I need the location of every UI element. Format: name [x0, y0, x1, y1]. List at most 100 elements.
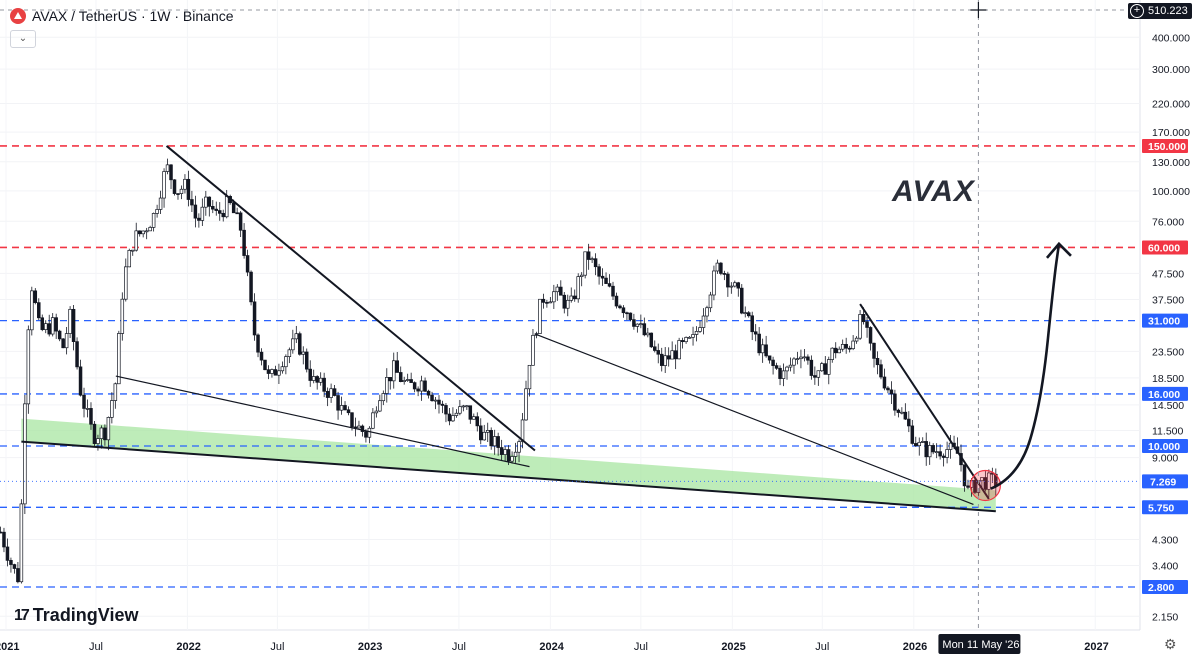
- candle-body: [740, 287, 744, 314]
- candle-body: [854, 337, 859, 342]
- candle-body: [162, 171, 166, 199]
- candle-body: [781, 370, 786, 379]
- candle-body: [566, 299, 570, 309]
- candle-body: [183, 178, 187, 190]
- candle-body: [785, 366, 789, 372]
- candle-body: [927, 445, 932, 458]
- current-price-label: 7.269: [1150, 476, 1176, 488]
- add-alert-icon[interactable]: +: [1130, 4, 1144, 18]
- candle-body: [506, 449, 511, 462]
- candle-body: [75, 341, 79, 368]
- collapse-legend-button[interactable]: ⌄: [10, 30, 36, 48]
- level-label: 5.750: [1148, 502, 1174, 514]
- candle-body: [252, 301, 257, 336]
- candle-body: [851, 340, 855, 350]
- current-price-label-bg: [1142, 474, 1188, 489]
- candle-body: [224, 196, 229, 218]
- candle-body: [179, 188, 184, 194]
- symbol-header[interactable]: AVAX / TetherUS · 1W · Binance: [10, 8, 234, 24]
- candle-body: [61, 338, 65, 349]
- crosshair-date-label: Mon 11 May '26: [942, 639, 1019, 651]
- candle-body: [687, 336, 692, 339]
- candle-body: [266, 369, 271, 374]
- candle-body: [646, 332, 650, 336]
- candle-body: [837, 348, 841, 354]
- candle-body: [273, 369, 278, 376]
- candle-body: [308, 368, 312, 381]
- level-label-bg: [1142, 580, 1188, 595]
- candle-body: [934, 451, 939, 454]
- candle-body: [924, 441, 928, 458]
- candle-body: [639, 323, 643, 326]
- level-label-bg: [1142, 500, 1188, 515]
- candle-body: [726, 273, 730, 288]
- candle-body: [973, 480, 977, 493]
- y-tick-label: 23.500: [1152, 346, 1184, 358]
- candle-body: [378, 400, 382, 412]
- trendline: [859, 303, 990, 500]
- candle-body: [920, 441, 925, 443]
- candle-body: [555, 286, 560, 293]
- crosshair-price-badge[interactable]: + 510.223: [1128, 3, 1192, 19]
- candle-body: [461, 405, 466, 408]
- crosshair-price-label: 510.223: [1148, 5, 1188, 17]
- candle-body: [165, 164, 170, 172]
- trendline: [165, 145, 536, 452]
- candle-body: [26, 329, 31, 405]
- settings-gear-icon[interactable]: ⚙: [1164, 636, 1177, 652]
- candle-body: [875, 358, 880, 366]
- candle-body: [33, 290, 38, 303]
- candle-body: [468, 405, 473, 420]
- candle-body: [694, 331, 699, 335]
- candle-body: [106, 417, 111, 441]
- candle-body: [705, 307, 709, 317]
- candle-body: [792, 358, 796, 366]
- candle-body: [980, 477, 984, 482]
- candle-body: [287, 349, 292, 357]
- chart-annotation-text: AVAX: [892, 175, 975, 208]
- candle-body: [433, 399, 438, 402]
- candle-body: [416, 388, 420, 392]
- candle-body: [110, 400, 114, 418]
- candle-body: [197, 217, 201, 221]
- candle-body: [590, 258, 594, 261]
- x-tick-label: Jul: [89, 641, 103, 653]
- x-tick-label: Jul: [452, 641, 466, 653]
- candle-body: [503, 449, 507, 455]
- candle-body: [945, 449, 949, 458]
- candle-body: [169, 164, 173, 181]
- candle-body: [931, 445, 935, 453]
- candle-body: [325, 390, 330, 398]
- candle-body: [346, 409, 351, 414]
- candle-body: [294, 333, 299, 340]
- candle-body: [353, 426, 358, 429]
- candle-body: [277, 370, 281, 376]
- candle-body: [746, 312, 751, 317]
- level-label-bg: [1142, 386, 1188, 401]
- level-label: 16.000: [1148, 389, 1180, 401]
- candle-body: [186, 178, 191, 200]
- candle-body: [753, 331, 758, 335]
- candle-body: [444, 405, 448, 415]
- candle-body: [889, 389, 894, 395]
- candle-body: [315, 376, 319, 383]
- candle-body: [120, 298, 125, 334]
- candle-body: [806, 356, 810, 361]
- candle-body: [520, 419, 525, 443]
- candle-body: [245, 255, 250, 273]
- candle-body: [760, 344, 765, 354]
- candle-body: [485, 430, 490, 433]
- candle-body: [92, 423, 97, 444]
- candle-body: [907, 418, 911, 427]
- candle-body: [301, 351, 306, 355]
- y-tick-label: 170.000: [1152, 127, 1190, 139]
- x-tick-label: 2026: [903, 641, 927, 653]
- candle-body: [318, 377, 323, 383]
- candle-body: [242, 229, 246, 256]
- candle-body: [19, 503, 24, 583]
- trendline: [115, 375, 530, 468]
- candle-body: [823, 363, 828, 375]
- candle-body: [78, 366, 83, 396]
